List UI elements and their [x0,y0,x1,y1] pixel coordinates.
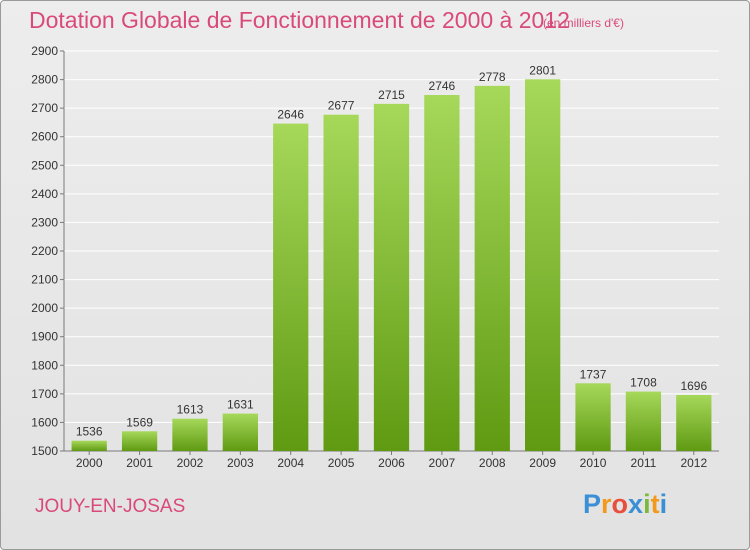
x-tick-label: 2002 [177,456,204,470]
logo-letter: o [611,489,629,519]
bar [373,103,410,451]
y-tick-label: 1700 [31,387,58,401]
y-tick-label: 1500 [31,444,58,458]
y-tick-label: 2900 [31,44,58,58]
data-label: 2778 [479,70,506,84]
bar [424,95,460,451]
bar [71,440,107,451]
y-tick-label: 2600 [31,130,58,144]
y-tick-label: 2700 [31,101,58,115]
x-tick-label: 2010 [580,456,607,470]
y-tick-label: 2400 [31,187,58,201]
bar [525,79,561,452]
bar [676,395,712,451]
bar [222,413,258,451]
x-tick-label: 2006 [378,456,405,470]
x-tick-label: 2005 [328,456,355,470]
y-tick-label: 1800 [31,358,58,372]
y-tick-label: 1900 [31,330,58,344]
proxiti-logo: Proxiti [583,489,667,520]
x-tick-label: 2007 [429,456,456,470]
x-tick-label: 2008 [479,456,506,470]
data-label: 1737 [580,367,607,381]
bar [625,391,662,451]
logo-letter: t [650,489,660,519]
x-tick-label: 2001 [126,456,153,470]
bar [121,431,158,451]
x-tick-label: 2012 [680,456,707,470]
y-tick-label: 2300 [31,215,58,229]
y-tick-label: 2200 [31,244,58,258]
y-tick-label: 2500 [31,158,58,172]
x-tick-label: 2009 [529,456,556,470]
y-tick-label: 1600 [31,415,58,429]
logo-letter: x [628,489,644,519]
logo-letter: i [659,489,668,519]
data-label: 1613 [177,403,204,417]
bar [172,418,208,451]
logo-letter: r [601,489,612,519]
x-tick-label: 2000 [76,456,103,470]
x-tick-label: 2004 [277,456,304,470]
x-tick-label: 2003 [227,456,254,470]
x-tick-label: 2011 [631,456,657,470]
logo-letter: i [643,489,651,519]
data-label: 2746 [429,79,456,93]
data-label: 2677 [328,99,355,113]
chart-title: Dotation Globale de Fonctionnement de 20… [29,7,570,33]
data-label: 1708 [630,376,657,390]
bar [323,114,359,451]
logo-letter: P [583,489,602,519]
y-tick-label: 2800 [31,73,58,87]
data-label: 2646 [277,108,304,122]
data-label: 2801 [529,63,556,77]
data-label: 1696 [680,379,707,393]
chart-unit-note: (en milliers d'€) [543,16,624,30]
y-tick-label: 2100 [31,273,58,287]
data-label: 1536 [76,425,103,439]
data-label: 2715 [378,88,405,102]
y-tick-label: 2000 [31,301,58,315]
commune-name: JOUY-EN-JOSAS [35,496,186,517]
data-label: 1569 [126,415,153,429]
bar [273,123,309,452]
bar [474,85,510,451]
bar [575,383,611,451]
data-label: 1631 [227,398,254,412]
